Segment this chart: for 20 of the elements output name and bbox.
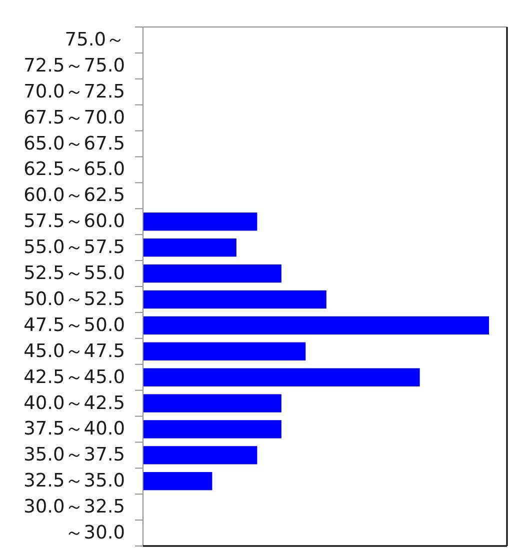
y-tick-label: 45.0～47.5 (24, 340, 125, 362)
y-tick-label: 57.5～60.0 (24, 211, 125, 232)
y-tick-label: 40.0～42.5 (24, 392, 125, 414)
y-tick-label: 65.0～67.5 (24, 133, 125, 154)
y-tick-label: 67.5～70.0 (24, 107, 125, 128)
y-tick-label: 75.0～ (64, 29, 125, 50)
y-tick-label: 50.0～52.5 (24, 288, 125, 310)
y-tick-label: 42.5～45.0 (24, 366, 125, 388)
y-tick-label: 60.0～62.5 (24, 185, 125, 206)
y-tick-label: 30.0～32.5 (24, 496, 125, 518)
y-tick-label: 37.5～40.0 (24, 418, 125, 440)
y-tick-label: 52.5～55.0 (24, 263, 125, 284)
y-tick-label: 35.0～37.5 (24, 444, 125, 466)
y-tick-label: 62.5～65.0 (24, 159, 125, 180)
y-tick-label: 32.5～35.0 (24, 470, 125, 492)
y-tick-label: 70.0～72.5 (24, 81, 125, 102)
y-tick-label: 47.5～50.0 (24, 314, 125, 336)
y-tick-label: 55.0～57.5 (24, 237, 125, 258)
y-tick-label: ～30.0 (64, 522, 125, 544)
y-tick-label: 72.5～75.0 (24, 55, 125, 76)
